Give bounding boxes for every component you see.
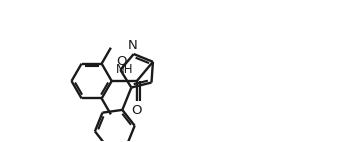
Text: O: O (116, 55, 126, 68)
Text: O: O (131, 104, 142, 117)
Text: NH: NH (115, 63, 133, 76)
Text: N: N (128, 39, 138, 52)
